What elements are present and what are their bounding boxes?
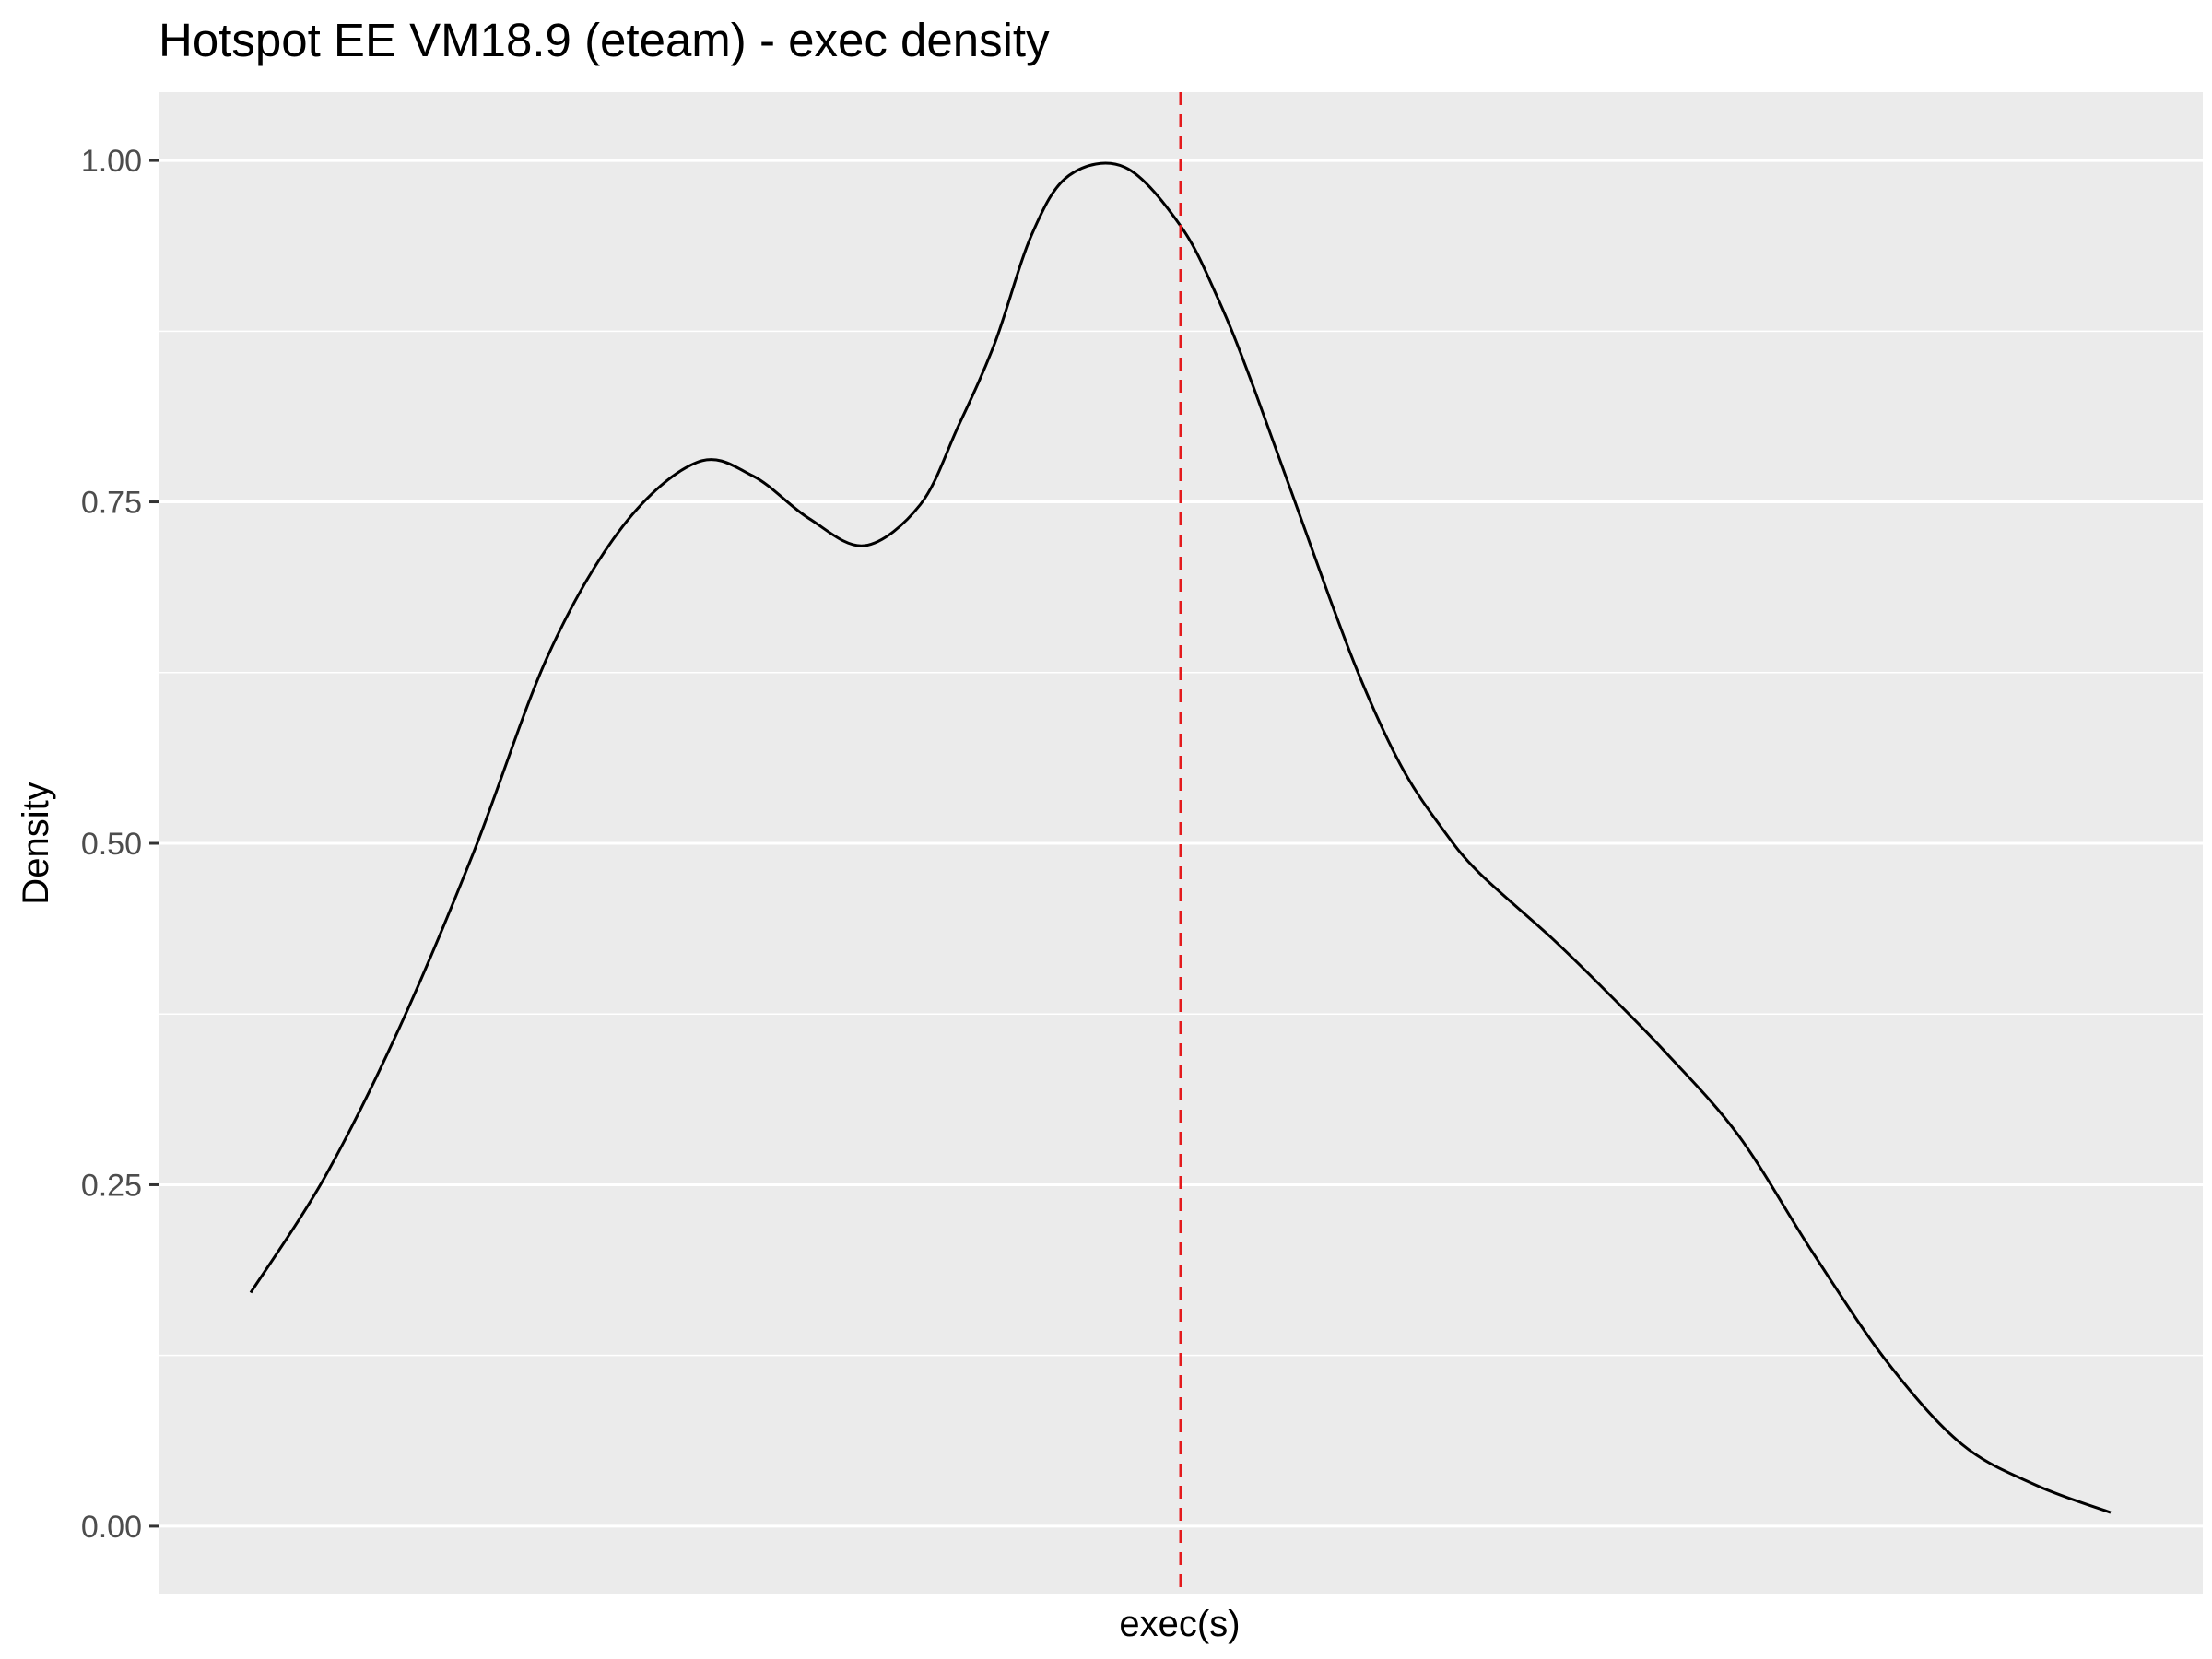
y-axis-tick-labels: 0.00 0.25 0.50 0.75 1.00 [81,144,142,1545]
y-axis-ticks [149,159,159,1528]
y-tick-label: 0.00 [81,1510,142,1545]
x-axis-title: exec(s) [1119,1604,1240,1644]
y-tick-label: 1.00 [81,144,142,179]
y-tick-label: 0.25 [81,1168,142,1203]
density-curve [249,161,2112,1514]
chart-title: Hotspot EE VM18.9 (eteam) - exec density [159,14,1050,66]
y-axis-title: Density [16,782,56,904]
y-tick-label: 0.50 [81,827,142,862]
y-tick-label: 0.75 [81,486,142,521]
